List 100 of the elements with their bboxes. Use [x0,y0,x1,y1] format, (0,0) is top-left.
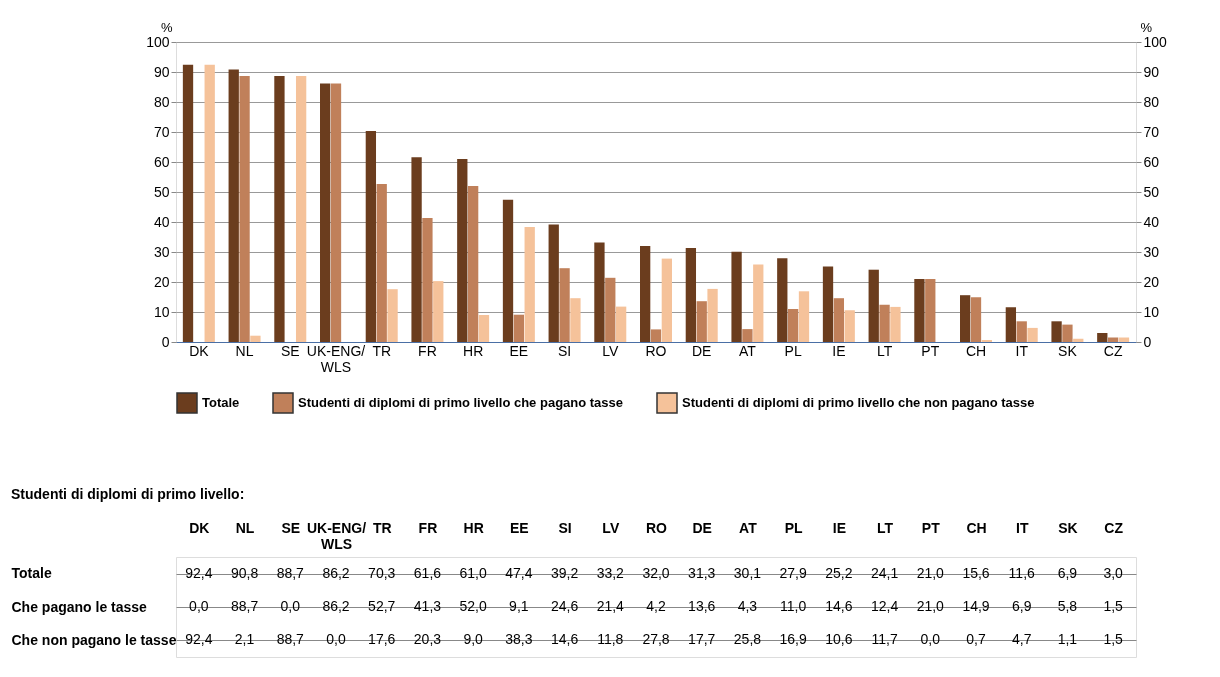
data-label: 6,9 [1011,598,1032,614]
y2-tick-label: 0 [1143,333,1152,350]
x-tick-label: FR [418,342,437,359]
bar [204,64,215,342]
data-label: 86,2 [322,598,350,614]
bar [981,339,992,342]
bar [890,306,901,342]
data-label: 20,3 [413,631,442,648]
bar [524,227,535,342]
bar [502,199,514,342]
data-label: 3,0 [1103,564,1124,581]
data-label: 21,0 [916,564,945,581]
data-label: 11,7 [871,631,898,648]
bar [387,289,398,342]
data-label: 39,2 [550,564,579,581]
bar [777,258,788,342]
data-label: 9,1 [509,598,529,614]
y-tick-label: 70 [153,123,170,140]
data-label: 0,0 [326,631,346,648]
data-label: 30,1 [733,564,762,581]
x-tick-label: EE [509,342,529,359]
text: Studenti di diplomi di primo livello: [11,486,245,502]
data-label: 13,6 [688,598,716,614]
bar [570,298,581,342]
bar [1051,321,1062,342]
category-label: HR [463,519,484,536]
category-label: PT [921,519,940,536]
legend-label: Studenti di diplomi di primo livello che non pagano tasse [682,395,1035,410]
category-label: SE [281,519,301,536]
data-label: 0,7 [966,631,986,648]
bar [559,268,570,342]
text: Totale [11,565,52,582]
bar [457,159,468,342]
bar [914,279,925,342]
bar [650,329,662,342]
y2-axis-title: % [1140,19,1153,35]
y-tick-label: 90 [153,63,170,80]
data-label: 25,8 [733,631,762,648]
data-label: 10,6 [825,631,853,648]
x-tick-label: LT [876,342,893,359]
legend-label: Studenti di diplomi di primo livello che pagano tasse [298,395,624,410]
data-label: 2,1 [234,631,255,648]
y-tick-label: 80 [153,93,170,110]
legend-label: Totale [202,395,240,410]
x-tick-label: DK [189,342,210,359]
category-label: PL [784,519,803,536]
bar [640,246,651,342]
x-tick-label: NL [235,342,254,359]
y-tick-label: 50 [153,183,170,200]
bar [833,298,845,342]
data-label: 5,8 [1057,598,1078,614]
y2-tick-label: 20 [1143,273,1160,290]
bar [295,75,307,342]
y2-tick-label: 50 [1143,183,1160,200]
category-label: AT [739,519,757,536]
y2-tick-label: 30 [1143,243,1160,260]
bar [376,183,387,342]
y2-tick-label: 80 [1143,93,1160,110]
bar [822,266,834,342]
bar [868,269,879,342]
x-tick-label: PL [784,342,802,359]
data-label: 14,9 [962,598,990,614]
bar [433,281,444,342]
category-label: SK [1058,519,1078,536]
y-tick-label: 60 [153,153,170,170]
bar [594,242,605,342]
data-label: 88,7 [276,564,305,581]
category-label: DK [189,519,210,536]
data-label: 11,6 [1008,564,1036,581]
x-tick-label: SE [280,342,300,359]
x-tick-label: UK-ENG/WLS [306,342,366,375]
bar [274,75,285,342]
data-label: 21,0 [916,598,945,614]
bar [707,288,718,342]
bar [615,306,627,342]
data-label: 11,0 [780,598,807,614]
data-label: 9,0 [463,631,484,648]
x-tick-label: PT [921,342,940,359]
data-label: 1,5 [1103,631,1124,648]
x-tick-label: IT [1015,342,1029,359]
data-label: 88,7 [276,631,305,648]
data-label: 16,9 [779,631,807,648]
bar [478,315,490,342]
bar [787,309,799,342]
bar [696,301,707,342]
category-label: FR [418,519,438,536]
y-axis-title: % [160,19,173,35]
category-label: UK-ENG/WLS [306,519,367,552]
data-label: 27,8 [642,631,670,648]
data-label: 15,6 [962,564,990,581]
bar [1016,321,1027,342]
data-label: 47,4 [505,564,533,581]
bar [1097,333,1108,342]
data-label: 24,6 [550,598,579,614]
bar [228,69,239,342]
bar [731,251,742,342]
data-label: 70,3 [368,564,396,581]
data-label: 90,8 [230,564,259,581]
data-label: 33,2 [596,564,625,581]
data-label: 1,1 [1057,631,1078,648]
